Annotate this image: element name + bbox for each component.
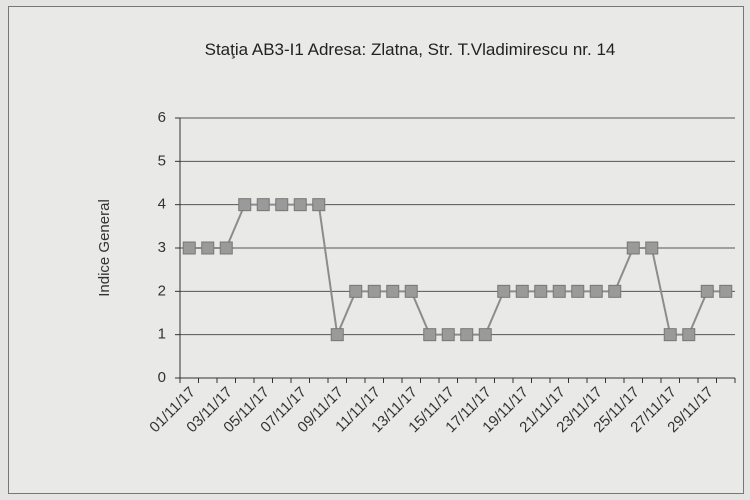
chart-frame: [8, 6, 744, 494]
marker: [663, 328, 677, 342]
marker: [349, 284, 363, 298]
marker: [386, 284, 400, 298]
chart-title: Staţia AB3-I1 Adresa: Zlatna, Str. T.Vla…: [204, 40, 616, 59]
y-tick-label: 4: [158, 196, 166, 213]
marker: [238, 198, 252, 212]
marker: [256, 198, 270, 212]
marker: [552, 284, 566, 298]
marker: [700, 284, 714, 298]
y-tick-label: 5: [158, 152, 166, 169]
marker: [460, 328, 474, 342]
marker: [497, 284, 511, 298]
marker: [645, 241, 659, 255]
marker: [182, 241, 196, 255]
line: [189, 203, 726, 339]
y-tick-label: 6: [158, 109, 166, 126]
y-tick-label: 3: [158, 239, 166, 256]
marker: [478, 328, 492, 342]
marker: [515, 284, 529, 298]
marker: [719, 284, 733, 298]
y-tick-label: 1: [158, 326, 166, 343]
marker: [423, 328, 437, 342]
marker: [293, 198, 307, 212]
y-tick-label: 2: [158, 282, 166, 299]
y-axis-label: Indice General: [96, 199, 113, 297]
marker: [219, 241, 233, 255]
marker: [312, 198, 326, 212]
marker: [201, 241, 215, 255]
y-tick-label: 0: [158, 369, 166, 386]
marker: [404, 284, 418, 298]
marker: [330, 328, 344, 342]
marker: [275, 198, 289, 212]
marker: [367, 284, 381, 298]
marker: [626, 241, 640, 255]
marker: [534, 284, 548, 298]
marker: [589, 284, 603, 298]
marker: [608, 284, 622, 298]
marker: [682, 328, 696, 342]
marker: [571, 284, 585, 298]
marker: [441, 328, 455, 342]
